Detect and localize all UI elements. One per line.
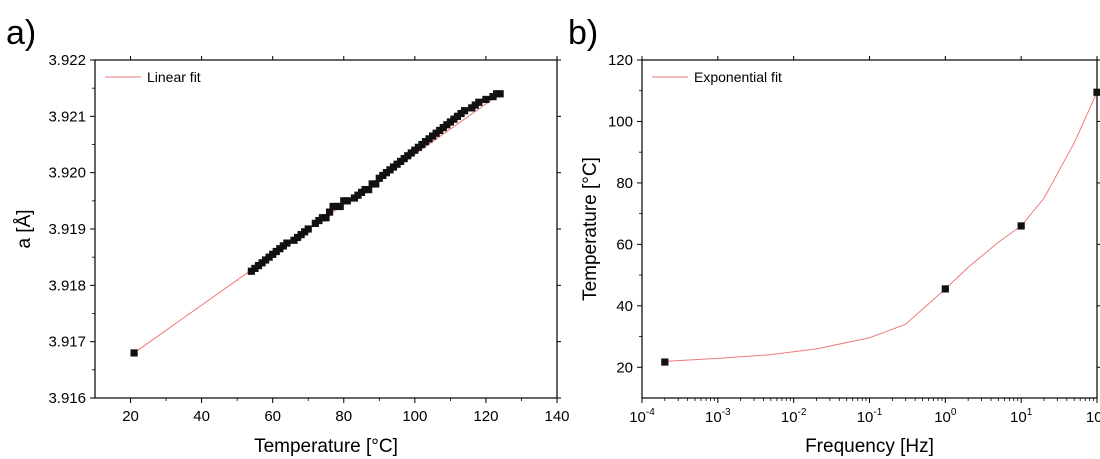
panel-label-a: a) bbox=[6, 14, 36, 52]
x-tick-label: 60 bbox=[264, 408, 281, 425]
data-point bbox=[325, 208, 334, 216]
x-tick-label-exponent: -3 bbox=[722, 407, 731, 418]
plot-frame bbox=[641, 59, 1098, 399]
x-tick-label-exponent: -2 bbox=[798, 407, 807, 418]
x-tick-label-base: 10 bbox=[1010, 409, 1027, 426]
x-tick-label-exponent: -1 bbox=[873, 407, 882, 418]
x-tick-label-exponent: 0 bbox=[951, 407, 957, 418]
legend-label: Exponential fit bbox=[694, 69, 782, 85]
y-tick-label: 100 bbox=[608, 113, 633, 130]
x-tick-label-base: 10 bbox=[934, 409, 951, 426]
panel-label-b: b) bbox=[568, 14, 598, 52]
fit-line bbox=[664, 92, 1098, 362]
data-point bbox=[343, 197, 351, 205]
x-tick-label: 102 bbox=[1086, 407, 1100, 426]
y-axis-title: Temperature [°C] bbox=[580, 157, 601, 301]
data-point bbox=[482, 95, 490, 104]
y-tick-label: 3.922 bbox=[48, 52, 86, 69]
x-tick-label: 120 bbox=[473, 408, 498, 425]
data-point bbox=[365, 185, 373, 194]
plot-frame bbox=[94, 59, 558, 399]
data-point bbox=[283, 239, 291, 247]
x-tick-label-base: 10 bbox=[705, 409, 722, 426]
x-tick-label: 140 bbox=[544, 408, 569, 425]
x-tick-label-exponent: 1 bbox=[1027, 407, 1033, 418]
legend-label: Linear fit bbox=[147, 69, 201, 85]
data-point bbox=[322, 214, 330, 222]
data-point bbox=[661, 358, 669, 366]
x-axis-title: Frequency [Hz] bbox=[805, 436, 934, 457]
x-axis-title: Temperature [°C] bbox=[254, 436, 398, 457]
y-tick-label: 3.916 bbox=[48, 390, 86, 407]
x-tick-label: 10-2 bbox=[781, 407, 807, 426]
y-tick-label: 60 bbox=[616, 236, 633, 253]
x-tick-label-base: 10 bbox=[1086, 409, 1100, 426]
data-point bbox=[941, 285, 949, 293]
y-axis-title: a [Å] bbox=[14, 209, 35, 248]
x-tick-label-exponent: -4 bbox=[646, 407, 655, 418]
y-tick-label: 3.920 bbox=[48, 165, 86, 182]
y-tick-label: 120 bbox=[608, 52, 633, 69]
chart-b: 10-410-310-210-110010110220406080100120F… bbox=[580, 52, 1100, 457]
y-tick-label: 3.917 bbox=[48, 334, 86, 351]
x-tick-label: 100 bbox=[402, 408, 427, 425]
y-tick-label: 40 bbox=[616, 298, 633, 315]
chart-a: 20 40 60 80 100 120 140 3.916 3.917 3.918 3.919 3.9… bbox=[14, 52, 570, 457]
x-tick-label: 20 bbox=[122, 408, 139, 425]
data-point bbox=[496, 90, 504, 98]
y-tick-label: 20 bbox=[616, 359, 633, 376]
x-tick-label: 100 bbox=[934, 407, 957, 426]
y-tick-label: 3.921 bbox=[48, 108, 86, 125]
y-tick-label: 3.919 bbox=[48, 221, 86, 238]
x-tick-label: 101 bbox=[1010, 407, 1033, 426]
x-tick-label: 80 bbox=[335, 408, 352, 425]
data-point bbox=[130, 349, 138, 357]
x-tick-label-base: 10 bbox=[781, 409, 798, 426]
data-point bbox=[372, 180, 380, 188]
x-tick-label: 40 bbox=[193, 408, 210, 425]
data-point bbox=[336, 202, 344, 211]
data-point bbox=[1093, 88, 1100, 96]
x-tick-label-base: 10 bbox=[629, 409, 646, 426]
x-tick-label: 10-3 bbox=[705, 407, 731, 426]
x-tick-label: 10-1 bbox=[857, 407, 883, 426]
y-tick-label: 80 bbox=[616, 175, 633, 192]
data-point bbox=[1017, 222, 1025, 230]
x-tick-label: 10-4 bbox=[629, 407, 655, 426]
x-tick-label-base: 10 bbox=[857, 409, 874, 426]
data-point bbox=[475, 98, 483, 106]
data-point bbox=[304, 225, 312, 233]
y-tick-label: 3.918 bbox=[48, 277, 86, 294]
data-point bbox=[461, 107, 469, 115]
